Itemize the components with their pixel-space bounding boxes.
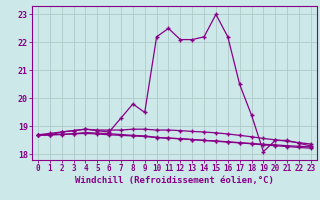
X-axis label: Windchill (Refroidissement éolien,°C): Windchill (Refroidissement éolien,°C) (75, 176, 274, 185)
